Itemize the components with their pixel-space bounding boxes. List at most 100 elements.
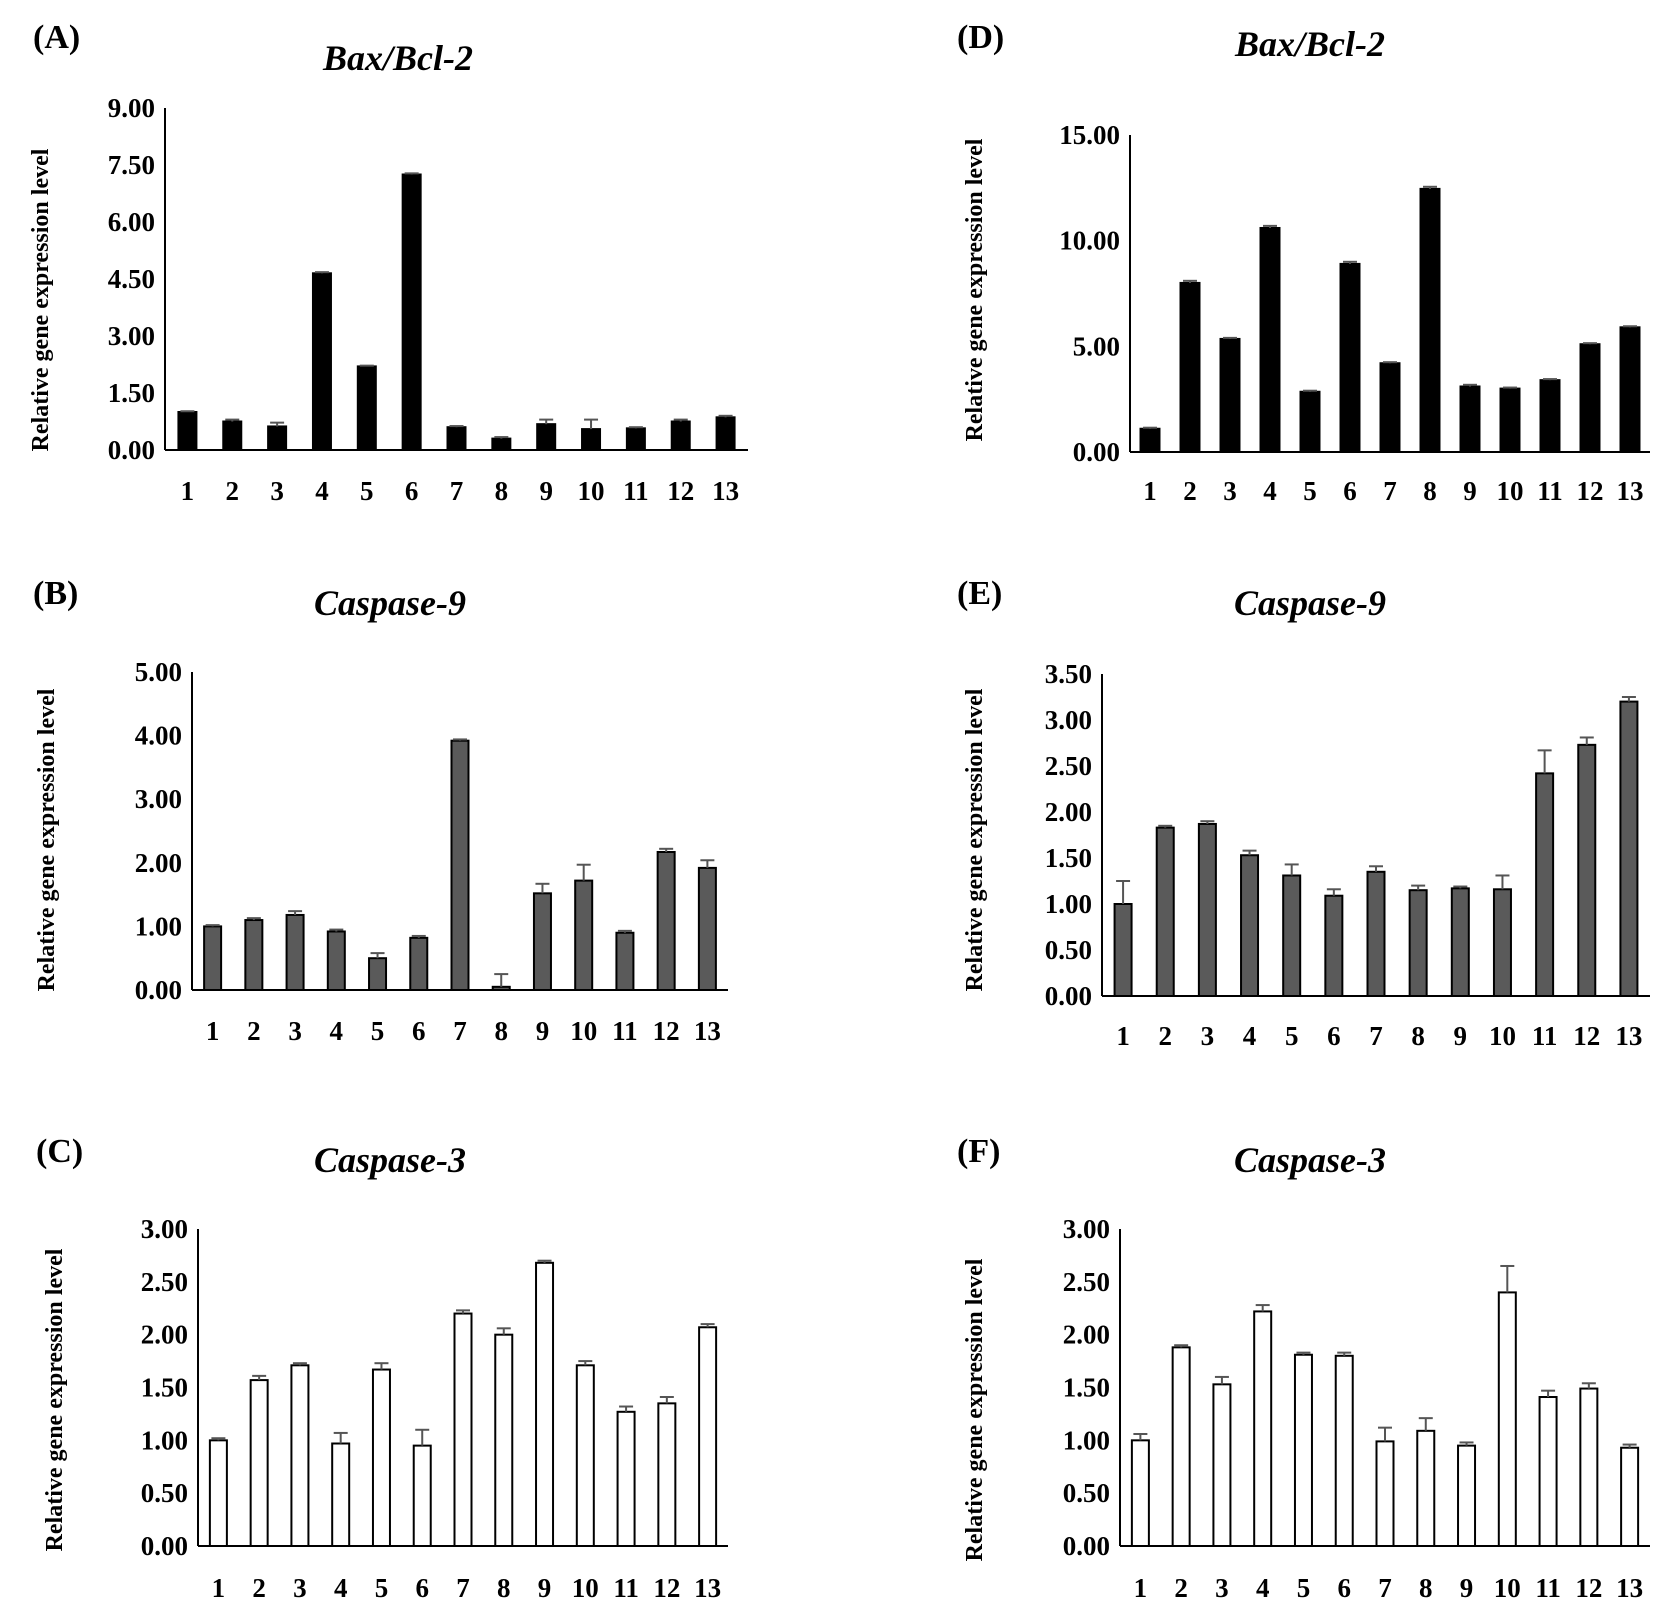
x-tick-label: 10: [1494, 1573, 1521, 1603]
x-tick-label: 7: [1369, 1021, 1383, 1051]
bar: [698, 1326, 718, 1548]
x-tick-label: 2: [252, 1573, 266, 1603]
x-tick-label: 9: [1454, 1021, 1468, 1051]
y-tick-label: 4.50: [108, 264, 155, 294]
x-tick-label: 8: [497, 1573, 511, 1603]
bar: [208, 1439, 228, 1548]
x-tick-label: 9: [539, 476, 553, 506]
y-tick-label: 3.00: [141, 1214, 188, 1244]
y-tick-label: 3.50: [1045, 659, 1092, 689]
x-tick-label: 4: [330, 1016, 344, 1046]
panel-letter: (B): [33, 575, 78, 612]
bar: [290, 1364, 310, 1548]
x-tick-label: 8: [1419, 1573, 1433, 1603]
bar: [1324, 894, 1344, 997]
bar: [450, 739, 470, 991]
bar: [1375, 1440, 1395, 1548]
y-tick-label: 2.00: [135, 848, 182, 878]
x-tick-label: 8: [1423, 476, 1437, 506]
bar: [1212, 1383, 1232, 1547]
x-tick-label: 2: [226, 476, 240, 506]
x-tick-label: 7: [453, 1016, 467, 1046]
bar: [491, 437, 512, 452]
y-axis-label: Relative gene expression level: [962, 138, 988, 441]
y-axis-label: Relative gene expression level: [28, 148, 54, 451]
bar: [371, 1368, 391, 1547]
bar: [574, 879, 594, 991]
bar: [616, 1410, 636, 1548]
bar: [1366, 870, 1386, 997]
y-tick-label: 2.50: [141, 1267, 188, 1297]
bar: [657, 1402, 677, 1547]
x-tick-label: 11: [1535, 1573, 1561, 1603]
x-tick-label: 8: [495, 476, 509, 506]
bar: [1499, 387, 1521, 454]
chart-title: Bax/Bcl-2: [1234, 24, 1385, 64]
y-tick-label: 1.00: [1045, 889, 1092, 919]
y-tick-label: 4.00: [135, 721, 182, 751]
x-tick-label: 11: [623, 476, 649, 506]
y-tick-label: 0.00: [1073, 437, 1120, 467]
x-tick-label: 9: [536, 1016, 550, 1046]
bar: [1459, 385, 1481, 453]
chart-title: Bax/Bcl-2: [322, 38, 473, 78]
panel-letter: (C): [36, 1133, 83, 1170]
panel-letter: (E): [957, 575, 1002, 612]
bar: [331, 1442, 351, 1547]
x-tick-label: 6: [1327, 1021, 1341, 1051]
x-tick-label: 12: [653, 1573, 680, 1603]
x-tick-label: 7: [1378, 1573, 1392, 1603]
x-tick-label: 3: [1223, 476, 1237, 506]
bar: [203, 925, 223, 992]
y-tick-label: 0.00: [135, 975, 182, 1005]
chart-title: Caspase-9: [1234, 583, 1386, 623]
bar: [1259, 226, 1281, 453]
bar: [177, 411, 198, 451]
bar: [409, 936, 429, 992]
x-tick-label: 1: [206, 1016, 220, 1046]
y-tick-label: 0.00: [1045, 981, 1092, 1011]
x-tick-label: 10: [578, 476, 605, 506]
x-tick-label: 13: [694, 1016, 721, 1046]
y-tick-label: 0.00: [1063, 1531, 1110, 1561]
bar: [715, 416, 736, 452]
y-tick-label: 9.00: [108, 93, 155, 123]
bar: [1179, 281, 1201, 453]
x-tick-label: 13: [1617, 476, 1644, 506]
chart-panel-d: (D) Bax/Bcl-2 Relative gene expression lev…: [957, 19, 1650, 506]
x-tick-label: 3: [1215, 1573, 1229, 1603]
y-tick-label: 10.00: [1059, 226, 1120, 256]
y-tick-label: 15.00: [1059, 120, 1120, 150]
bar: [401, 173, 422, 451]
bar: [1492, 888, 1512, 998]
bar: [267, 425, 288, 452]
y-axis-label: Relative gene expression level: [34, 688, 60, 991]
bar: [1155, 826, 1175, 998]
bar: [1293, 1353, 1313, 1547]
x-tick-label: 13: [712, 476, 739, 506]
chart-panel-a: (A) Bax/Bcl-2 Relative gene expression lev…: [28, 19, 748, 506]
x-tick-label: 4: [334, 1573, 348, 1603]
y-tick-label: 3.00: [108, 321, 155, 351]
x-tick-label: 10: [570, 1016, 597, 1046]
bar: [1334, 1354, 1354, 1548]
x-tick-label: 10: [1497, 476, 1524, 506]
x-tick-label: 11: [613, 1573, 639, 1603]
x-tick-label: 2: [1183, 476, 1197, 506]
y-tick-label: 1.50: [1063, 1373, 1110, 1403]
bar: [1253, 1310, 1273, 1548]
y-tick-label: 0.00: [141, 1531, 188, 1561]
x-tick-label: 6: [1343, 476, 1357, 506]
bar: [1113, 903, 1133, 997]
x-tick-label: 7: [456, 1573, 470, 1603]
x-tick-label: 2: [1158, 1021, 1172, 1051]
y-tick-label: 0.50: [1063, 1478, 1110, 1508]
x-tick-label: 3: [288, 1016, 302, 1046]
x-tick-label: 10: [572, 1573, 599, 1603]
y-tick-label: 0.50: [141, 1478, 188, 1508]
bar: [1538, 1396, 1558, 1548]
bar: [656, 850, 676, 991]
x-tick-label: 3: [293, 1573, 307, 1603]
bar: [670, 420, 691, 451]
